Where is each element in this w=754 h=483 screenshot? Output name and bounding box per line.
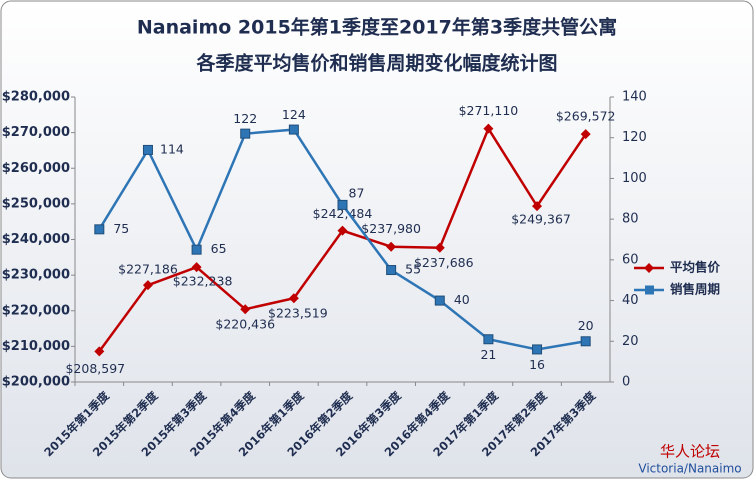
y2-tick-label: 20 (622, 334, 639, 349)
y-tick-label: $270,000 (2, 125, 70, 140)
marker (94, 346, 105, 357)
data-label: 114 (160, 141, 184, 156)
marker (483, 123, 494, 134)
chart-subtitle: 各季度平均售价和销售周期变化幅度统计图 (195, 52, 557, 75)
marker (288, 124, 299, 135)
data-label: $227,186 (118, 262, 178, 277)
data-label: 40 (454, 292, 470, 307)
marker (191, 244, 202, 255)
data-label: 55 (405, 262, 421, 277)
data-label: 122 (233, 111, 257, 126)
legend-label: 平均售价 (670, 260, 721, 275)
data-label: $271,110 (459, 103, 519, 118)
marker (532, 201, 543, 212)
legend-marker (644, 263, 654, 273)
marker (142, 280, 153, 291)
marker (240, 128, 251, 139)
marker (288, 293, 299, 304)
legend-marker (645, 285, 654, 295)
y-tick-label: $250,000 (2, 196, 70, 211)
data-label: $232,238 (173, 274, 233, 289)
marker (142, 144, 153, 155)
data-label: $242,484 (313, 206, 373, 221)
y-tick-label: $280,000 (2, 90, 70, 105)
marker (580, 336, 591, 347)
y2-tick-label: 60 (622, 252, 639, 267)
marker (94, 224, 105, 235)
y-tick-label: $220,000 (2, 303, 70, 318)
marker (483, 334, 494, 345)
data-label: 20 (578, 318, 594, 333)
marker (337, 225, 348, 236)
marker (386, 241, 397, 252)
data-label: $220,436 (215, 317, 275, 332)
marker (580, 129, 591, 140)
watermark: 华人论坛 (660, 443, 720, 461)
data-label: $237,980 (361, 221, 421, 236)
data-label: 65 (211, 241, 227, 256)
y2-tick-label: 80 (622, 212, 639, 227)
y2-tick-label: 40 (622, 293, 639, 308)
marker (434, 242, 445, 253)
y2-tick-label: 120 (622, 130, 647, 145)
data-label: 75 (113, 221, 129, 236)
y-tick-label: $230,000 (2, 268, 70, 283)
watermark: Victoria/Nanaimo (638, 462, 741, 476)
y-tick-label: $260,000 (2, 161, 70, 176)
data-label: 124 (282, 107, 306, 122)
marker (532, 344, 543, 355)
legend-label: 销售周期 (670, 282, 720, 297)
marker (240, 304, 251, 315)
data-label: $249,367 (511, 212, 571, 227)
marker (191, 262, 202, 273)
marker (386, 265, 397, 276)
data-label: $208,597 (65, 361, 125, 376)
y-tick-label: $200,000 (2, 375, 70, 390)
data-label: $269,572 (556, 109, 616, 124)
y2-tick-label: 100 (622, 171, 647, 186)
y-tick-label: $240,000 (2, 232, 70, 247)
data-label: 21 (480, 347, 496, 362)
y-tick-label: $210,000 (2, 339, 70, 354)
data-label: $223,519 (268, 306, 328, 321)
data-label: 16 (529, 357, 545, 372)
marker (434, 295, 445, 306)
y2-tick-label: 140 (622, 90, 647, 105)
chart-title: Nanaimo 2015年第1季度至2017年第3季度共管公寓 (137, 16, 617, 39)
data-label: 87 (349, 185, 365, 200)
marker (337, 199, 348, 210)
y2-tick-label: 0 (622, 375, 630, 390)
data-label: $237,686 (414, 255, 474, 270)
